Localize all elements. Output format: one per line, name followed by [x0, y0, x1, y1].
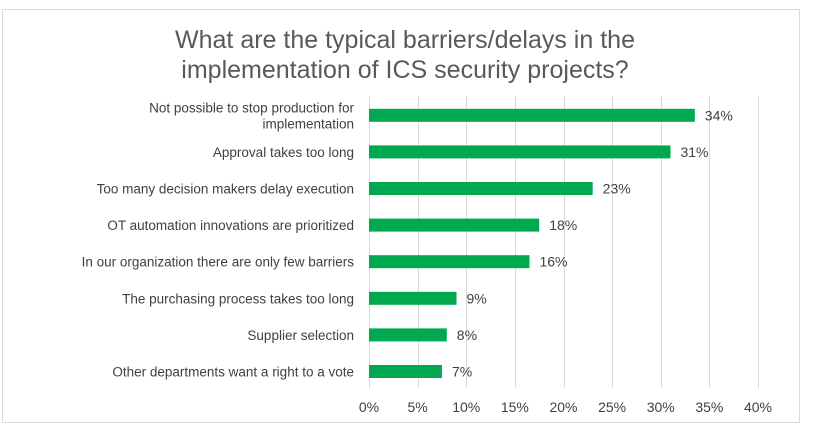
category-labels: Not possible to stop production forimple… — [82, 100, 355, 379]
value-label: 31% — [680, 144, 708, 160]
x-tick-label: 0% — [359, 399, 379, 415]
value-label: 34% — [705, 107, 733, 123]
x-tick-label: 25% — [598, 399, 626, 415]
x-tick-label: 20% — [549, 399, 577, 415]
x-tick-label: 5% — [408, 399, 428, 415]
category-label: OT automation innovations are prioritize… — [107, 218, 354, 233]
value-label: 7% — [452, 364, 472, 380]
gridlines — [369, 96, 759, 388]
bar — [369, 182, 593, 195]
category-label: implementation — [262, 116, 354, 131]
bar — [369, 328, 447, 342]
value-label: 16% — [539, 254, 567, 270]
chart-title: What are the typical barriers/delays in … — [0, 25, 810, 85]
value-labels: 34% 31% 23% 18% 16% 9% 8% 7% — [452, 107, 733, 379]
category-label: Other departments want a right to a vote — [112, 365, 354, 380]
value-label: 8% — [457, 327, 477, 343]
bar — [369, 108, 695, 122]
bars — [369, 108, 695, 378]
category-label: Approval takes too long — [213, 145, 354, 160]
chart-frame — [2, 9, 800, 423]
bar — [369, 145, 671, 159]
category-label: In our organization there are only few b… — [82, 255, 355, 270]
x-tick-label: 30% — [647, 399, 675, 415]
x-tick-label: 15% — [501, 399, 529, 415]
x-tick-label: 40% — [744, 399, 772, 415]
x-tick-label: 10% — [452, 399, 480, 415]
category-label: Not possible to stop production for — [149, 100, 354, 115]
bar — [369, 365, 442, 378]
chart-title-line-2: implementation of ICS security projects? — [181, 56, 629, 84]
bar — [369, 255, 530, 269]
x-tick-label: 35% — [695, 399, 723, 415]
bar — [369, 291, 457, 305]
x-axis-ticks: 0% 5% 10% 15% 20% 25% 30% 35% 40% — [359, 399, 772, 415]
value-label: 9% — [467, 290, 487, 306]
category-label: The purchasing process takes too long — [122, 291, 354, 306]
value-label: 23% — [603, 181, 631, 197]
category-label: Supplier selection — [247, 328, 354, 343]
category-label: Too many decision makers delay execution — [97, 182, 354, 197]
chart-title-line-1: What are the typical barriers/delays in … — [175, 26, 635, 54]
value-label: 18% — [549, 217, 577, 233]
bar — [369, 218, 540, 232]
